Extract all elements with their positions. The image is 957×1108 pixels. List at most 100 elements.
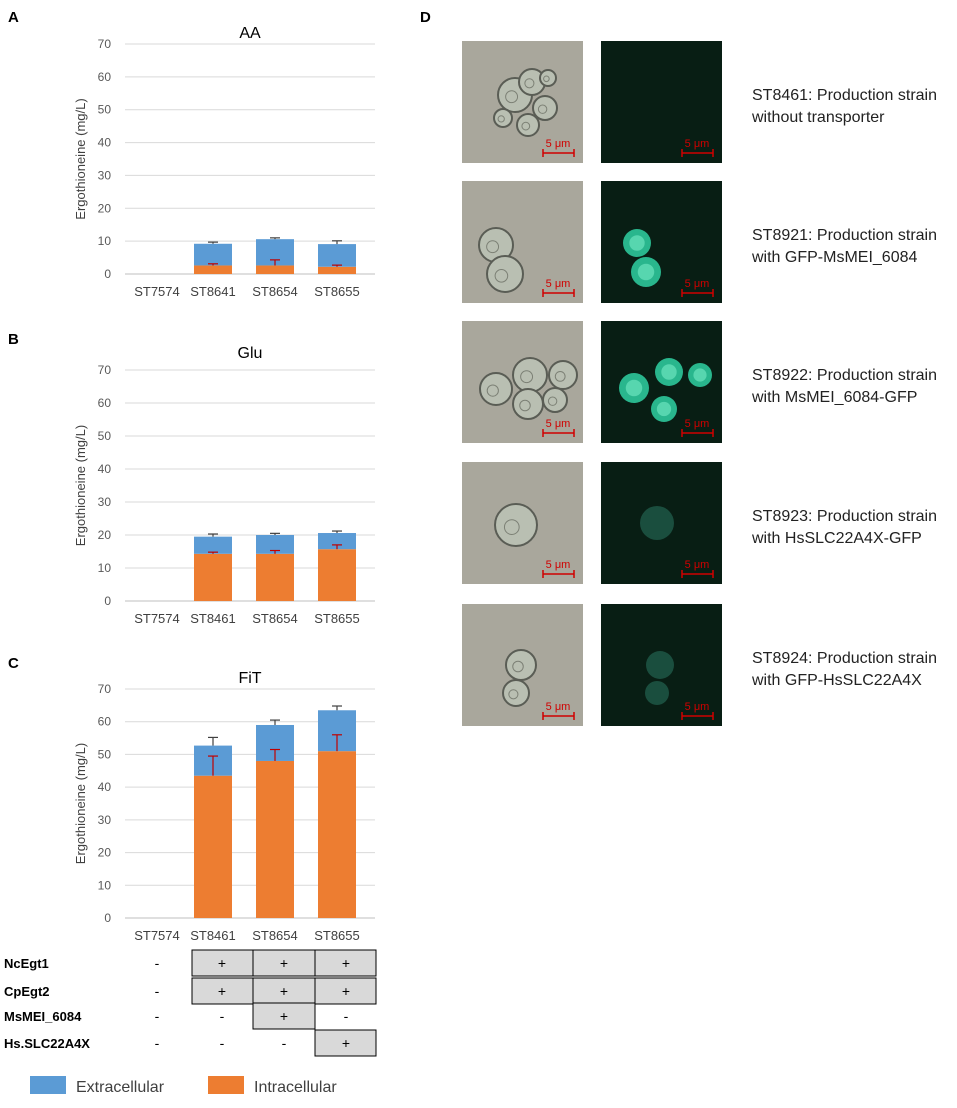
yeast-cell	[532, 95, 558, 121]
chart-fit: FiT 0 10 20 30 40 50 60 70 Ergothioneine (mg/L) ST…	[73, 670, 375, 943]
genotype-cell-box	[191, 949, 254, 977]
chart-glu: Glu 0 10 20 30 40 50 60 70 Ergothioneine (mg/L) ST…	[73, 345, 375, 626]
y-tick-label: 0	[104, 911, 111, 925]
x-tick-label: ST7574	[134, 611, 180, 626]
y-tick-label: 20	[98, 201, 112, 215]
y-tick-label: 0	[104, 267, 111, 281]
bar-intracellular	[318, 549, 356, 601]
scale-bar-label: 5 μm	[546, 418, 571, 430]
x-tick-label: ST7574	[134, 284, 180, 299]
gfp-signal	[645, 681, 669, 705]
bar-intracellular	[194, 775, 232, 918]
genotype-table: NcEgt1 - + + + CpEgt2 - + + + MsMEI_6084 - - + - Hs.SLC…	[4, 949, 377, 1057]
genotype-value: -	[155, 1035, 160, 1051]
bar-intracellular	[318, 751, 356, 918]
strain-description-line2: with GFP-MsMEI_6084	[751, 249, 917, 266]
genotype-cell-box	[252, 1002, 316, 1030]
yeast-vacuole	[537, 104, 548, 114]
legend-swatch-intracellular	[208, 1076, 244, 1094]
strain-description-line1: ST8921: Production strain	[752, 227, 937, 244]
yeast-vacuole	[520, 370, 534, 384]
y-tick-label: 70	[98, 37, 112, 51]
yeast-vacuole	[519, 399, 531, 412]
yeast-vacuole	[486, 384, 499, 397]
yeast-vacuole	[543, 75, 550, 83]
genotype-row-label: MsMEI_6084	[4, 1009, 82, 1024]
y-tick-label: 10	[98, 234, 112, 248]
chart-title: FiT	[238, 670, 261, 687]
strain-description-line1: ST8922: Production strain	[752, 367, 937, 384]
x-tick-label: ST8655	[314, 284, 360, 299]
yeast-vacuole	[494, 269, 509, 283]
yeast-vacuole	[547, 396, 558, 406]
strain-description-line1: ST8461: Production strain	[752, 87, 937, 104]
x-tick-label: ST8461	[190, 928, 236, 943]
x-tick-label: ST8654	[252, 928, 298, 943]
yeast-vacuole	[524, 78, 535, 89]
genotype-value: +	[342, 955, 350, 971]
genotype-row-label: NcEgt1	[4, 956, 49, 971]
scale-bar-label: 5 μm	[685, 278, 710, 290]
y-axis-label: Ergothioneine (mg/L)	[73, 743, 88, 864]
genotype-value: +	[342, 1035, 350, 1051]
y-tick-label: 20	[98, 528, 112, 542]
microscopy-panel: 5 μm 5 μm ST8461: Production strain without…	[462, 41, 937, 726]
yeast-cell	[542, 387, 568, 413]
y-tick-label: 60	[98, 70, 112, 84]
bar-extracellular	[256, 535, 294, 554]
yeast-cell	[502, 679, 530, 707]
genotype-value: +	[342, 983, 350, 999]
yeast-cell	[494, 503, 538, 547]
genotype-value: -	[155, 955, 160, 971]
yeast-vacuole	[486, 240, 500, 254]
genotype-value: -	[220, 1035, 225, 1051]
genotype-row-label: Hs.SLC22A4X	[4, 1036, 90, 1051]
genotype-value: -	[344, 1008, 349, 1024]
genotype-value: +	[280, 983, 288, 999]
scale-bar-label: 5 μm	[685, 138, 710, 150]
strain-description-line2: with HsSLC22A4X-GFP	[751, 530, 922, 547]
strain-description-line1: ST8923: Production strain	[752, 508, 937, 525]
bar-extracellular	[318, 244, 356, 267]
y-axis-label: Ergothioneine (mg/L)	[73, 98, 88, 219]
gfp-signal-core	[625, 379, 643, 397]
yeast-vacuole	[497, 115, 505, 123]
y-tick-label: 30	[98, 495, 112, 509]
genotype-value: +	[218, 983, 226, 999]
scale-bar-label: 5 μm	[685, 701, 710, 713]
y-tick-label: 70	[98, 682, 112, 696]
bar-intracellular	[256, 553, 294, 601]
strain-description-line2: with MsMEI_6084-GFP	[751, 389, 917, 406]
gfp-signal	[640, 506, 674, 540]
genotype-value: -	[282, 1035, 287, 1051]
panel-letter-c: C	[8, 655, 19, 672]
y-tick-label: 50	[98, 429, 112, 443]
genotype-value: -	[155, 983, 160, 999]
x-tick-label: ST8655	[314, 611, 360, 626]
y-tick-label: 40	[98, 462, 112, 476]
y-tick-label: 50	[98, 103, 112, 117]
legend: Extracellular Intracellular	[30, 1076, 337, 1096]
x-tick-label: ST8654	[252, 284, 298, 299]
scale-bar-label: 5 μm	[546, 138, 571, 150]
bar-intracellular	[256, 760, 294, 918]
y-tick-label: 30	[98, 168, 112, 182]
chart-aa: AA 0 10 20 30 40 50 60 70 Ergothioneine (mg/L) ST7…	[73, 25, 375, 299]
fluorescence-image	[601, 41, 722, 163]
gfp-signal-core	[693, 368, 707, 382]
bar-intracellular	[194, 265, 232, 274]
legend-swatch-extracellular	[30, 1076, 66, 1094]
panel-letter-a: A	[8, 9, 19, 26]
yeast-vacuole	[521, 121, 531, 131]
scale-bar-label: 5 μm	[546, 559, 571, 571]
x-tick-label: ST8655	[314, 928, 360, 943]
y-tick-label: 70	[98, 363, 112, 377]
y-tick-label: 10	[98, 561, 112, 575]
bar-intracellular	[256, 265, 294, 274]
bar-extracellular	[194, 536, 232, 554]
genotype-cell-box	[314, 949, 377, 977]
gfp-signal	[646, 651, 674, 679]
y-tick-label: 30	[98, 813, 112, 827]
y-axis-label: Ergothioneine (mg/L)	[73, 425, 88, 546]
y-tick-label: 40	[98, 136, 112, 150]
